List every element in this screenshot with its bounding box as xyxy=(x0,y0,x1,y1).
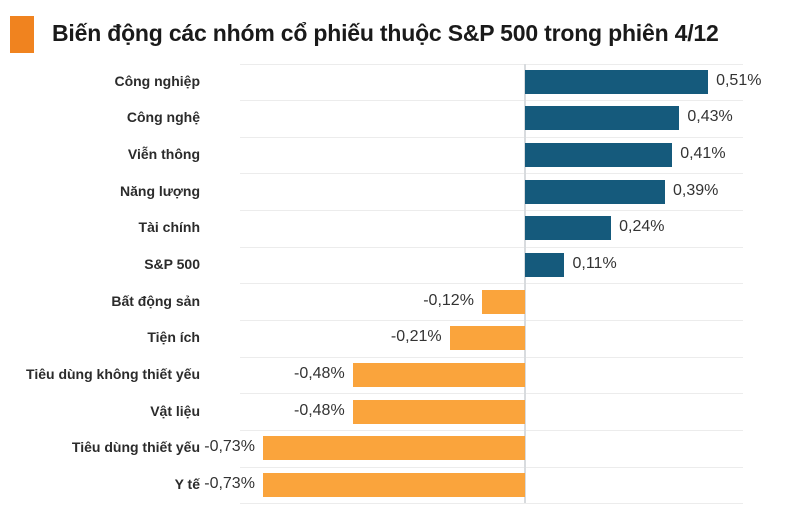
category-label: Công nghiệp xyxy=(114,72,200,89)
bar xyxy=(352,363,525,388)
gridline xyxy=(240,356,743,358)
category-label: Tiêu dùng thiết yếu xyxy=(71,439,200,456)
zero-axis-line xyxy=(524,63,526,504)
gridline xyxy=(240,320,743,322)
category-label: Viễn thông xyxy=(127,146,200,163)
value-label: -0,12% xyxy=(423,291,474,309)
gridline xyxy=(240,210,743,212)
gridline xyxy=(240,430,743,431)
value-label: -0,21% xyxy=(390,328,442,346)
gridline xyxy=(240,100,743,102)
bar xyxy=(262,436,525,461)
bar xyxy=(525,253,565,278)
bar xyxy=(481,289,525,314)
value-label: 0,43% xyxy=(687,108,733,126)
value-label: 0,51% xyxy=(716,71,762,89)
gridline xyxy=(240,173,743,175)
chart-title: Biến động các nhóm cổ phiếu thuộc S&P 50… xyxy=(52,20,719,46)
gridline xyxy=(240,393,743,395)
category-label: S&P 500 xyxy=(144,256,200,273)
bar xyxy=(449,326,525,351)
title-accent-bar xyxy=(10,16,34,53)
gridline xyxy=(240,246,743,248)
value-label: 0,41% xyxy=(680,145,726,163)
value-label: 0,24% xyxy=(619,218,665,236)
value-label: 0,39% xyxy=(673,181,719,199)
category-label: Năng lượng xyxy=(120,182,200,199)
bar xyxy=(525,106,680,131)
bar xyxy=(525,216,612,241)
gridline xyxy=(240,283,743,285)
bar xyxy=(525,69,709,94)
bar xyxy=(352,399,525,424)
gridline xyxy=(240,466,743,468)
category-label: Tài chính xyxy=(138,219,200,236)
bar xyxy=(262,472,525,497)
bar xyxy=(525,143,673,168)
chart-header: Biến động các nhóm cổ phiếu thuộc S&P 50… xyxy=(0,0,793,60)
gridline xyxy=(240,63,743,65)
gridline xyxy=(240,136,743,138)
category-label: Công nghệ xyxy=(126,109,200,126)
value-label: -0,73% xyxy=(204,438,255,456)
value-label: -0,73% xyxy=(204,474,255,492)
category-label: Tiêu dùng không thiết yếu xyxy=(26,366,200,383)
category-label: Vật liệu xyxy=(150,402,200,419)
bar xyxy=(525,179,665,204)
category-label: Tiện ích xyxy=(147,329,200,346)
value-label: -0,48% xyxy=(293,401,345,419)
gridline xyxy=(240,503,743,505)
category-label: Bất động sản xyxy=(111,292,200,309)
value-label: 0,11% xyxy=(572,255,617,273)
category-label: Y tế xyxy=(174,475,200,492)
value-label: -0,48% xyxy=(293,365,345,383)
